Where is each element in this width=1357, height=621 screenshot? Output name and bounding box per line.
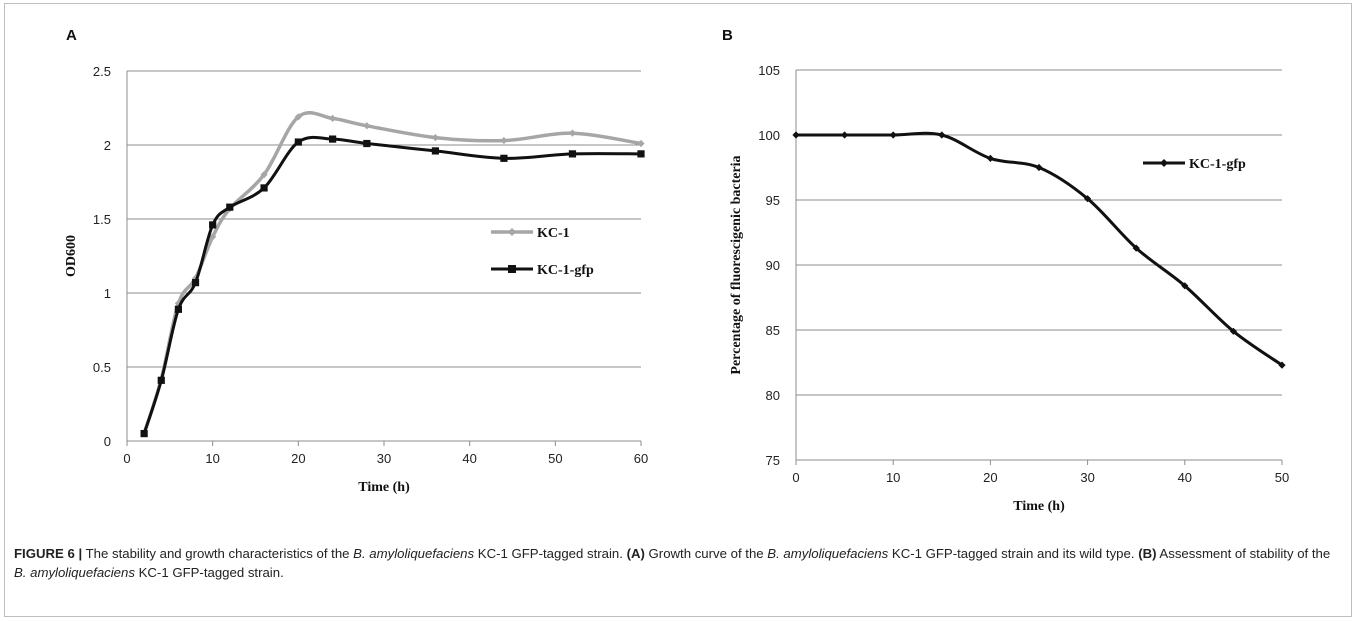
panel-b-xtick-label: 20: [983, 470, 997, 485]
panel-a-xtick-label: 20: [291, 451, 305, 466]
panel-a: A 0 0.5 1 1.5 2 2.5 0 10 20 30 40 50 60 Time (h) OD600 K…: [64, 27, 648, 495]
panel-a-letter: A: [66, 27, 77, 44]
caption-text-6: KC-1 GFP-tagged strain.: [134, 565, 284, 580]
panel-a-data-point: [637, 139, 645, 148]
figure-frame: [4, 3, 1352, 617]
caption-species-1: B. amyloliquefaciens: [353, 546, 475, 561]
panel-b-y-axis-title: Percentage of fluorescigenic bacteria: [729, 155, 744, 374]
panel-b-data-point: [986, 154, 994, 162]
panel-a-data-point: [174, 299, 182, 307]
caption-label: FIGURE 6 |: [14, 546, 83, 561]
panel-a-data-point: [157, 376, 165, 384]
caption-species-2: B. amyloliquefaciens: [767, 546, 889, 561]
panel-a-data-point: [209, 233, 217, 241]
panel-b-ytick-label: 100: [758, 128, 780, 143]
panel-a-xtick-label: 50: [548, 451, 562, 466]
panel-b-xtick-label: 10: [886, 470, 900, 485]
panel-a-ytick-label: 0.5: [93, 360, 111, 375]
panel-a-ytick-label: 1.5: [93, 212, 111, 227]
panel-a-data-point: [140, 430, 148, 438]
panel-a-ytick-label: 2: [104, 138, 111, 153]
panel-a-data-point: [431, 134, 439, 142]
panel-a-xtick-label: 40: [462, 451, 476, 466]
panel-b-xtick-label: 50: [1275, 470, 1289, 485]
panel-a-y-axis-title: OD600: [64, 235, 79, 277]
panel-b-xtick-label: 0: [792, 470, 799, 485]
figure-caption: FIGURE 6 | The stability and growth char…: [14, 544, 1334, 582]
panel-a-data-point: [260, 184, 268, 192]
caption-panel-b-label: (B): [1138, 546, 1157, 561]
panel-b: B 75 80 85 90 95 100 105 0 10 20 30 40 50 Time (h) Perc…: [722, 27, 1289, 514]
panel-b-xtick-label: 30: [1080, 470, 1094, 485]
panel-b-ytick-label: 75: [766, 453, 780, 468]
caption-text-3: Growth curve of the: [644, 546, 768, 561]
panel-a-data-point: [294, 138, 302, 146]
panel-a-ytick-label: 0: [104, 434, 111, 449]
panel-a-data-point: [431, 147, 439, 155]
panel-a-data-point: [363, 122, 371, 130]
panel-b-xtick-label: 40: [1178, 470, 1192, 485]
panel-b-ytick-label: 85: [766, 323, 780, 338]
panel-b-data-point: [938, 131, 946, 139]
panel-b-ytick-label: 95: [766, 193, 780, 208]
panel-b-ytick-label: 105: [758, 63, 780, 78]
panel-a-legend-marker: [508, 228, 516, 236]
panel-a-legend-marker: [508, 265, 516, 273]
panel-b-data-point: [889, 131, 897, 139]
panel-b-data-point: [1084, 195, 1092, 203]
panel-a-data-point: [191, 279, 200, 287]
caption-text-1: The stability and growth characteristics…: [82, 546, 354, 561]
panel-b-data-point: [841, 131, 849, 139]
panel-b-data-point: [1278, 361, 1286, 369]
caption-text-5: Assessment of stability of the: [1156, 546, 1331, 561]
panel-a-data-point: [637, 150, 645, 158]
panel-b-legend-marker: [1160, 159, 1168, 167]
panel-b-ytick-label: 90: [766, 258, 780, 273]
caption-panel-a-label: (A): [626, 546, 645, 561]
figure-charts: A 0 0.5 1 1.5 2 2.5 0 10 20 30 40 50 60 Time (h) OD600 K…: [64, 27, 1289, 514]
panel-b-x-axis-title: Time (h): [1013, 499, 1065, 514]
panel-a-xtick-label: 0: [123, 451, 130, 466]
panel-a-legend-label: KC-1: [537, 226, 570, 241]
panel-a-legend-label: KC-1-gfp: [537, 263, 594, 278]
panel-a-data-point: [260, 171, 268, 179]
panel-a-data-point: [500, 136, 508, 145]
panel-a-xtick-label: 30: [377, 451, 391, 466]
panel-a-xtick-label: 10: [205, 451, 219, 466]
panel-a-data-point: [329, 114, 337, 122]
panel-a-data-point: [329, 135, 337, 143]
panel-b-data-point: [792, 131, 800, 139]
panel-a-data-point: [174, 305, 182, 313]
panel-b-data-point: [1035, 163, 1043, 172]
panel-a-data-point: [500, 154, 508, 162]
panel-a-ytick-label: 2.5: [93, 64, 111, 79]
panel-a-data-point: [226, 203, 234, 211]
panel-b-data-point: [1229, 327, 1237, 335]
caption-text-2: KC-1 GFP-tagged strain.: [474, 546, 627, 561]
panel-b-legend-label: KC-1-gfp: [1189, 157, 1246, 172]
panel-a-data-point: [209, 221, 217, 229]
panel-b-ytick-label: 80: [766, 388, 780, 403]
panel-a-data-point: [568, 129, 577, 137]
panel-b-data-point: [1132, 244, 1140, 252]
caption-text-4: KC-1 GFP-tagged strain and its wild type…: [888, 546, 1139, 561]
panel-a-ytick-label: 1: [104, 286, 111, 301]
panel-a-data-point: [363, 139, 371, 148]
panel-a-data-point: [568, 150, 577, 158]
panel-a-data-point: [294, 113, 302, 121]
panel-a-xtick-label: 60: [634, 451, 648, 466]
caption-species-3: B. amyloliquefaciens: [14, 565, 135, 580]
panel-a-series-line: [142, 135, 643, 436]
panel-b-data-point: [1181, 282, 1189, 290]
panel-a-x-axis-title: Time (h): [358, 480, 410, 495]
panel-b-letter: B: [722, 27, 733, 44]
